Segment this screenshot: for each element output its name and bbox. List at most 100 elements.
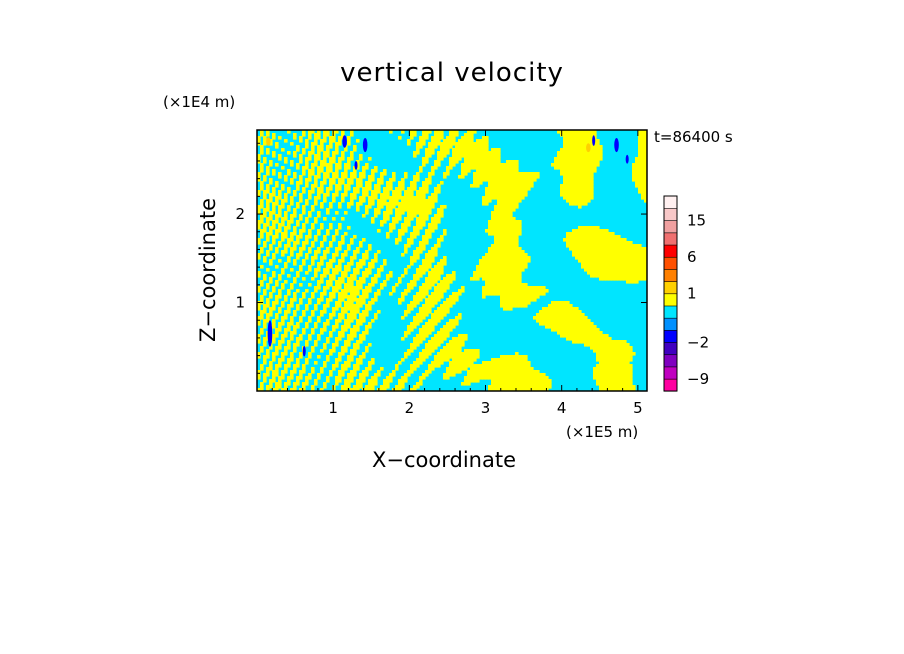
field-cell bbox=[602, 340, 606, 344]
field-cell bbox=[353, 175, 357, 179]
field-cell bbox=[326, 247, 330, 251]
field-cell bbox=[332, 367, 336, 371]
field-cell bbox=[413, 277, 417, 281]
field-cell bbox=[509, 298, 513, 302]
field-cell bbox=[644, 130, 647, 134]
field-cell bbox=[605, 385, 609, 389]
field-cell bbox=[260, 181, 264, 185]
field-cell bbox=[347, 355, 351, 359]
field-cell bbox=[431, 277, 435, 281]
field-cell bbox=[491, 379, 495, 383]
field-cell bbox=[569, 163, 573, 167]
field-cell bbox=[326, 280, 330, 284]
field-cell bbox=[644, 142, 647, 146]
field-cell bbox=[392, 205, 396, 209]
field-cell bbox=[578, 181, 582, 185]
field-cell bbox=[584, 163, 588, 167]
field-cell bbox=[335, 172, 339, 176]
field-cell bbox=[284, 160, 288, 164]
field-cell bbox=[443, 172, 447, 176]
field-cell bbox=[287, 310, 291, 314]
field-cell bbox=[341, 370, 345, 374]
field-cell bbox=[386, 376, 390, 380]
field-cell bbox=[290, 238, 294, 242]
field-cell bbox=[491, 292, 495, 296]
field-cell bbox=[476, 151, 480, 155]
field-cell bbox=[302, 151, 306, 155]
field-cell bbox=[305, 157, 309, 161]
field-cell bbox=[518, 262, 522, 266]
y-tick-label: 2 bbox=[235, 205, 245, 223]
field-cell bbox=[530, 172, 534, 176]
field-cell bbox=[572, 307, 576, 311]
field-cell bbox=[278, 382, 282, 386]
field-cell bbox=[422, 325, 426, 329]
field-cell bbox=[500, 166, 504, 170]
field-cell bbox=[404, 334, 408, 338]
field-cell bbox=[644, 274, 647, 278]
field-cell bbox=[482, 289, 486, 293]
field-cell bbox=[455, 133, 459, 137]
field-cell bbox=[632, 268, 636, 272]
field-cell bbox=[596, 355, 600, 359]
field-cell bbox=[311, 130, 315, 134]
field-cell bbox=[317, 232, 321, 236]
field-cell bbox=[458, 361, 462, 365]
field-cell bbox=[413, 340, 417, 344]
field-cell bbox=[299, 229, 303, 233]
field-cell bbox=[596, 238, 600, 242]
field-cell bbox=[479, 160, 483, 164]
field-cell bbox=[425, 298, 429, 302]
field-cell bbox=[440, 238, 444, 242]
field-cell bbox=[644, 268, 647, 272]
field-cell bbox=[404, 379, 408, 383]
field-cell bbox=[326, 283, 330, 287]
field-cell bbox=[626, 244, 630, 248]
field-cell bbox=[326, 151, 330, 155]
field-cell bbox=[617, 274, 621, 278]
field-cell bbox=[611, 364, 615, 368]
field-cell bbox=[509, 202, 513, 206]
field-cell bbox=[413, 304, 417, 308]
field-cell bbox=[317, 166, 321, 170]
field-cell bbox=[509, 355, 513, 359]
field-cell bbox=[617, 277, 621, 281]
field-cell bbox=[509, 163, 513, 167]
field-cell bbox=[566, 307, 570, 311]
field-cell bbox=[599, 145, 603, 149]
field-cell bbox=[446, 310, 450, 314]
field-cell bbox=[365, 190, 369, 194]
field-cell bbox=[572, 178, 576, 182]
field-cell bbox=[350, 238, 354, 242]
field-cell bbox=[620, 340, 624, 344]
field-cell bbox=[302, 229, 306, 233]
field-cell bbox=[278, 229, 282, 233]
field-cell bbox=[293, 172, 297, 176]
field-cell bbox=[377, 187, 381, 191]
field-cell bbox=[605, 232, 609, 236]
field-cell bbox=[578, 253, 582, 257]
field-cell bbox=[509, 259, 513, 263]
field-cell bbox=[626, 277, 630, 281]
field-cell bbox=[425, 214, 429, 218]
field-cell bbox=[347, 280, 351, 284]
field-cell bbox=[527, 292, 531, 296]
field-cell bbox=[473, 145, 477, 149]
field-cell bbox=[581, 190, 585, 194]
field-cell bbox=[563, 190, 567, 194]
field-cell bbox=[365, 370, 369, 374]
field-cell bbox=[536, 286, 540, 290]
field-cell bbox=[611, 361, 615, 365]
field-cell bbox=[485, 160, 489, 164]
field-cell bbox=[527, 181, 531, 185]
field-cell bbox=[500, 364, 504, 368]
field-cell bbox=[614, 238, 618, 242]
field-cell bbox=[287, 274, 291, 278]
field-cell bbox=[446, 280, 450, 284]
field-cell bbox=[509, 166, 513, 170]
field-cell bbox=[512, 385, 516, 389]
field-cell bbox=[491, 262, 495, 266]
field-cell bbox=[338, 376, 342, 380]
field-cell bbox=[530, 175, 534, 179]
field-cell bbox=[317, 373, 321, 377]
